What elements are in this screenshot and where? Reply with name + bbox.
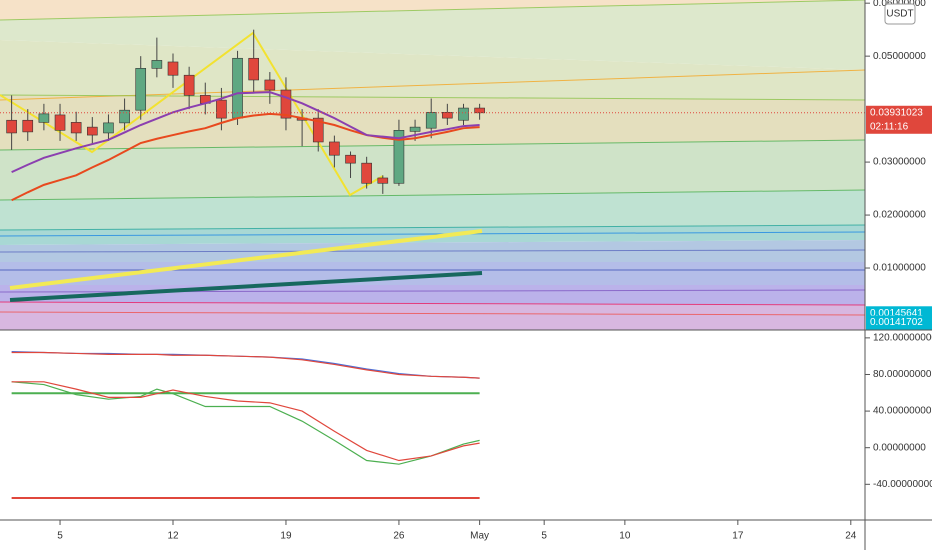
plot xyxy=(0,29,865,500)
candle-body xyxy=(87,126,98,136)
fan-line xyxy=(0,0,866,21)
candle-body xyxy=(458,107,469,121)
candle-body xyxy=(232,57,243,119)
candle-body xyxy=(312,117,324,143)
x-tick-label: 24 xyxy=(845,531,857,542)
y-tick-label: 0.00000000 xyxy=(873,442,926,453)
candle-body xyxy=(6,119,17,134)
fan-band xyxy=(0,0,865,70)
candle-body xyxy=(425,111,437,129)
x-tick-label: 17 xyxy=(732,531,744,542)
price-badge-label: 0.00141702 xyxy=(870,317,923,328)
fib-fan xyxy=(0,0,866,330)
candle-body xyxy=(54,114,66,131)
fan-line xyxy=(0,301,866,306)
y-tick-label: -40.00000000 xyxy=(873,479,932,490)
y-tick-label: 80.00000000 xyxy=(873,369,932,380)
candle-body xyxy=(151,60,163,69)
currency-label: USDT xyxy=(886,9,913,20)
candle-body xyxy=(38,113,50,123)
indicator-line xyxy=(11,350,480,379)
fan-line xyxy=(0,231,866,237)
zigzag-drawing xyxy=(0,31,384,197)
candle-body xyxy=(361,162,372,184)
candle-body xyxy=(264,79,276,91)
x-tick-label: 5 xyxy=(541,531,547,542)
fan-band xyxy=(0,190,865,230)
candle-body xyxy=(22,119,34,133)
fan-line xyxy=(0,139,866,151)
x-tick-label: 19 xyxy=(280,531,292,542)
trend-drawing xyxy=(9,271,483,302)
fan-line xyxy=(0,249,866,253)
x-tick-label: 5 xyxy=(57,531,63,542)
y-tick-label: 40.00000000 xyxy=(873,406,932,417)
y-tick-label: 0.01000000 xyxy=(873,263,926,274)
moving-average xyxy=(11,91,480,174)
axes: 0.060000000.050000000.030000000.02000000… xyxy=(57,0,932,542)
x-tick-label: 10 xyxy=(619,531,631,542)
candle-body xyxy=(103,122,114,134)
x-tick-label: 26 xyxy=(393,531,405,542)
candle-body xyxy=(280,89,292,119)
moving-average xyxy=(11,112,480,202)
candle-body xyxy=(183,74,195,96)
candle-body xyxy=(474,107,485,114)
candle-body xyxy=(167,61,179,76)
candle-body xyxy=(329,141,340,156)
candle-body xyxy=(248,57,259,81)
candle-body xyxy=(119,109,130,124)
indicator-line xyxy=(11,351,480,379)
fan-line xyxy=(0,189,866,201)
trend-drawing xyxy=(9,229,483,290)
fan-band xyxy=(0,140,865,200)
currency-badge xyxy=(884,3,916,25)
fan-line xyxy=(0,311,866,316)
x-axis-strip xyxy=(0,520,932,550)
axis-strip xyxy=(865,0,932,550)
candle-body xyxy=(409,126,421,132)
candle-body xyxy=(70,122,82,134)
price-badge xyxy=(866,315,932,330)
candle-body xyxy=(345,154,356,164)
price-badge-sub: 02:11:16 xyxy=(870,121,909,132)
price-badge-label: 0.03931023 xyxy=(870,107,923,118)
candle-body xyxy=(377,177,389,184)
indicator-line xyxy=(11,381,480,462)
x-tick-label: 12 xyxy=(167,531,179,542)
indicator-line xyxy=(11,381,480,465)
fan-line xyxy=(0,224,866,231)
price-badge xyxy=(866,105,932,134)
fan-band xyxy=(0,262,865,285)
y-tick-label: 0.02000000 xyxy=(873,210,926,221)
candle-body xyxy=(135,68,147,111)
x-tick-label: May xyxy=(470,531,489,542)
candle-body xyxy=(393,130,405,184)
y-tick-label: 0.05000000 xyxy=(873,51,926,62)
fan-band xyxy=(0,302,865,330)
y-tick-label: 0.03000000 xyxy=(873,157,926,168)
fan-band xyxy=(0,40,865,100)
candle-body xyxy=(216,99,227,119)
y-tick-label: 120.00000000 xyxy=(873,333,932,344)
price-badge-label: 0.00145641 xyxy=(870,308,923,319)
